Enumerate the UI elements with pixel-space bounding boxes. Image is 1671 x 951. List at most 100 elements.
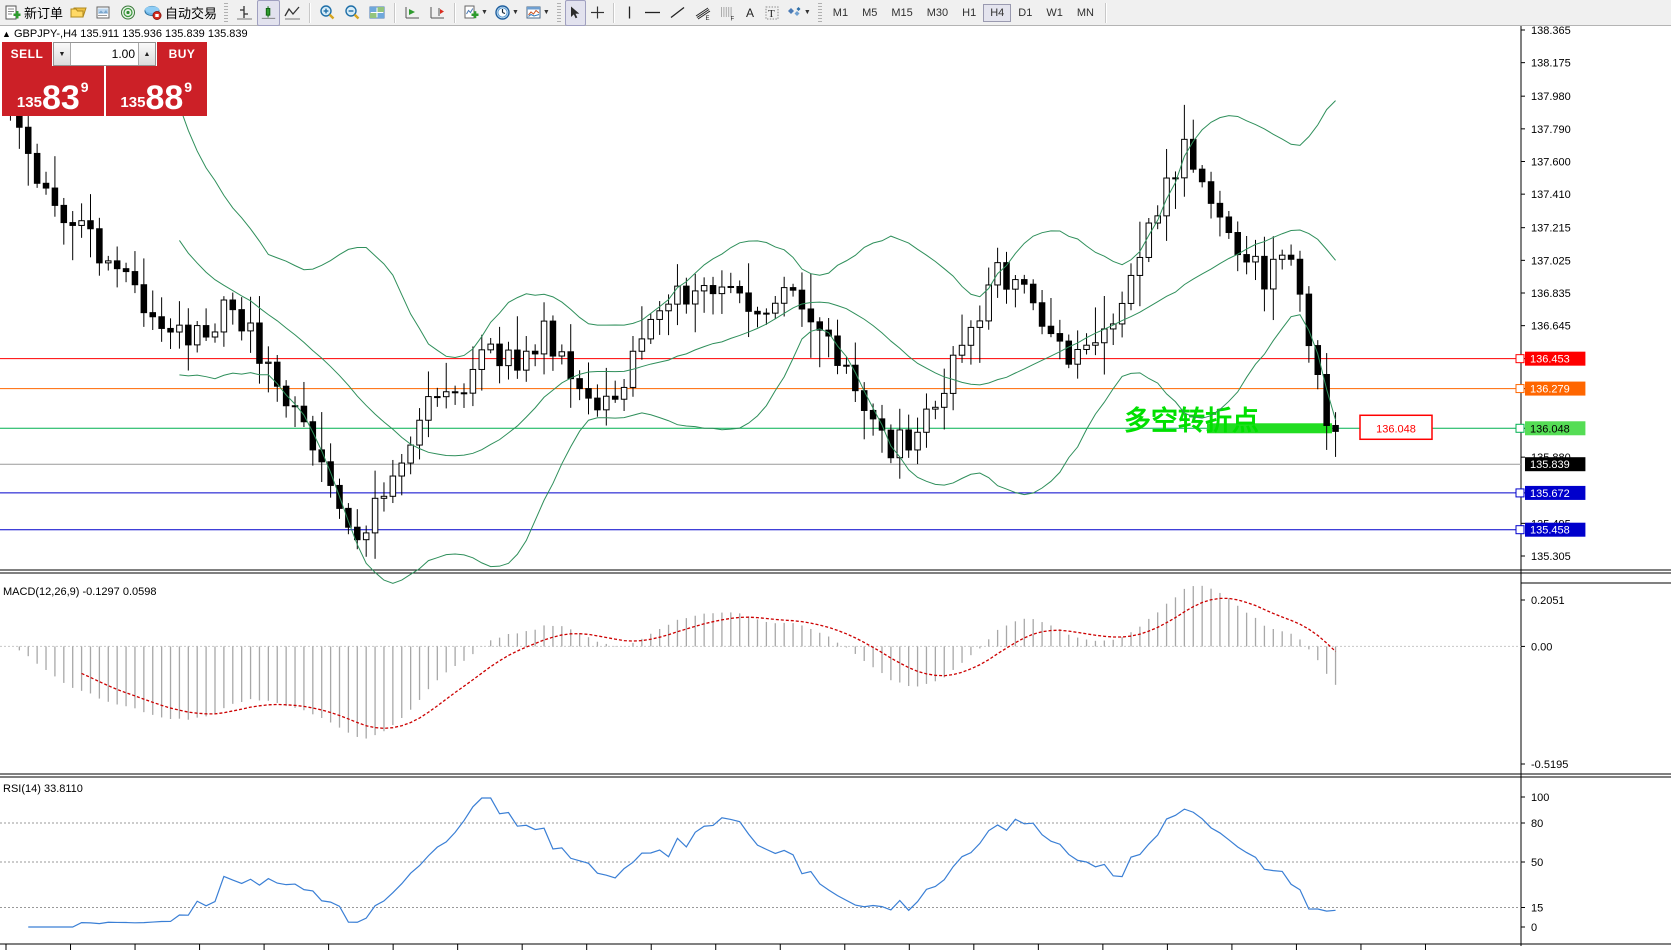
toolbar-separator-5: [1104, 2, 1107, 23]
period-button[interactable]: ▼: [491, 1, 522, 25]
candlestick-icon: [261, 6, 276, 19]
collapse-arrow-icon[interactable]: ▲: [2, 29, 11, 39]
shift-end-button[interactable]: [400, 1, 425, 25]
chart-canvas[interactable]: 138.365 138.175 137.980 137.790 137.600 137.4…: [0, 26, 1671, 951]
symbol-info-text: GBPJPY-,H4 135.911 135.936 135.839 135.8…: [13, 28, 248, 40]
horizontal-line-button[interactable]: [640, 1, 665, 25]
toolbar-grip-3[interactable]: [817, 2, 822, 23]
new-indicator-dropdown-caret[interactable]: ▼: [481, 9, 488, 16]
toolbar-separator-2: [394, 2, 397, 23]
zoom-out-button[interactable]: [340, 1, 365, 25]
zoom-in-button[interactable]: [315, 1, 340, 25]
svg-text:137.410: 137.410: [1531, 189, 1571, 201]
volume-increase-button[interactable]: ▲: [138, 43, 155, 65]
templates-button[interactable]: ▼: [522, 1, 553, 25]
print-preview-button[interactable]: [91, 1, 116, 25]
svg-text:135.839: 135.839: [1530, 459, 1570, 471]
svg-text:136.645: 136.645: [1531, 321, 1571, 333]
svg-text:135.672: 135.672: [1530, 488, 1570, 500]
autotrading-icon: [144, 5, 162, 20]
chart-window[interactable]: 138.365 138.175 137.980 137.790 137.600 137.4…: [0, 26, 1671, 951]
toolbar-separator-1: [309, 2, 312, 23]
line-chart-button[interactable]: [280, 1, 305, 25]
svg-text:15: 15: [1531, 903, 1543, 915]
candlestick-series: [7, 48, 1339, 559]
sell-price-main: 83: [41, 78, 80, 117]
timeframe-m1[interactable]: M1: [832, 6, 849, 19]
toolbar-grip-2[interactable]: [556, 2, 561, 23]
svg-text:136.279: 136.279: [1530, 384, 1570, 396]
objects-dropdown-caret[interactable]: ▼: [803, 9, 811, 16]
templates-icon: [526, 6, 541, 19]
sell-price-prefix: 135: [16, 94, 42, 111]
svg-text:137.025: 137.025: [1531, 255, 1571, 267]
text-label-button[interactable]: T: [761, 1, 783, 25]
svg-text:E: E: [705, 16, 709, 21]
svg-text:0: 0: [1531, 922, 1537, 934]
shift-end-icon: [405, 7, 420, 19]
timeframe-mn[interactable]: MN: [1076, 6, 1094, 19]
new-order-button[interactable]: 新订单: [2, 1, 66, 25]
bar-chart-button[interactable]: [232, 1, 257, 25]
main-toolbar: 新订单 自动交易: [0, 0, 1671, 26]
svg-text:137.980: 137.980: [1531, 91, 1571, 103]
text-button[interactable]: A: [740, 1, 761, 25]
fibo-fan-icon: F: [720, 7, 734, 21]
volume-decrease-button[interactable]: ▼: [54, 43, 71, 65]
svg-text:-0.5195: -0.5195: [1531, 759, 1568, 771]
svg-text:137.600: 137.600: [1531, 157, 1571, 169]
vertical-line-button[interactable]: [619, 1, 640, 25]
hline-icon: [644, 11, 660, 14]
svg-text:A: A: [746, 6, 754, 20]
timeframe-m15[interactable]: M15: [891, 6, 913, 19]
volume-value[interactable]: 1.00: [111, 47, 135, 61]
svg-text:136.048: 136.048: [1530, 423, 1570, 435]
timeframe-d1[interactable]: D1: [1018, 6, 1033, 19]
sell-price-display[interactable]: 135 83 9: [2, 66, 104, 116]
buy-button[interactable]: BUY: [157, 42, 207, 66]
cursor-button[interactable]: [564, 0, 586, 26]
new-indicator-icon: [464, 5, 479, 19]
buy-price-fraction: 9: [184, 79, 193, 95]
autoscroll-icon: [430, 7, 445, 19]
templates-dropdown-caret[interactable]: ▼: [542, 9, 550, 16]
volume-input[interactable]: ▼ 1.00 ▲: [53, 42, 156, 66]
trendline-icon: [670, 6, 685, 19]
toolbar-separator-3: [454, 2, 457, 23]
svg-text:50: 50: [1531, 857, 1543, 869]
zoom-in-icon: [320, 5, 335, 20]
window-tile-button[interactable]: [365, 1, 390, 25]
cursor-icon: [570, 6, 580, 19]
timeframe-h1[interactable]: H1: [962, 6, 977, 19]
fibonacci-button[interactable]: E: [690, 1, 715, 25]
candlestick-chart-button[interactable]: [257, 0, 281, 26]
buy-price-prefix: 135: [120, 94, 146, 111]
timeframe-m30[interactable]: M30: [926, 6, 949, 19]
new-indicator-button[interactable]: ▼: [460, 1, 491, 25]
crosshair-button[interactable]: [586, 1, 609, 25]
autotrading-button[interactable]: 自动交易: [141, 1, 220, 25]
autoscroll-button[interactable]: [425, 1, 450, 25]
one-click-trading-panel[interactable]: SELL ▼ 1.00 ▲ BUY 135 83 9 135 88 9: [2, 42, 207, 116]
svg-text:80: 80: [1531, 818, 1543, 830]
svg-text:136.048: 136.048: [1376, 423, 1416, 435]
fibonacci-fan-button[interactable]: F: [715, 1, 740, 25]
timeframe-m5[interactable]: M5: [862, 6, 878, 19]
fibo-icon: E: [695, 7, 711, 21]
buy-price-display[interactable]: 135 88 9: [105, 66, 207, 116]
folder-button[interactable]: [66, 1, 91, 25]
toolbar-separator-4: [612, 2, 615, 23]
trendline-button[interactable]: [665, 1, 690, 25]
svg-text:MACD(12,26,9) -0.1297 0.0598: MACD(12,26,9) -0.1297 0.0598: [3, 586, 156, 598]
period-dropdown-caret[interactable]: ▼: [511, 9, 519, 16]
macd-histogram: [18, 585, 1337, 739]
signals-button[interactable]: [116, 1, 141, 25]
timeframe-h4[interactable]: H4: [983, 3, 1012, 22]
toolbar-grip-1[interactable]: [224, 2, 229, 23]
timeframe-w1[interactable]: W1: [1046, 6, 1063, 19]
new-order-label: 新订单: [24, 6, 64, 21]
objects-button[interactable]: ▼: [783, 1, 814, 25]
signals-icon: [121, 5, 136, 20]
svg-text:F: F: [730, 16, 734, 21]
sell-button[interactable]: SELL: [2, 42, 52, 66]
